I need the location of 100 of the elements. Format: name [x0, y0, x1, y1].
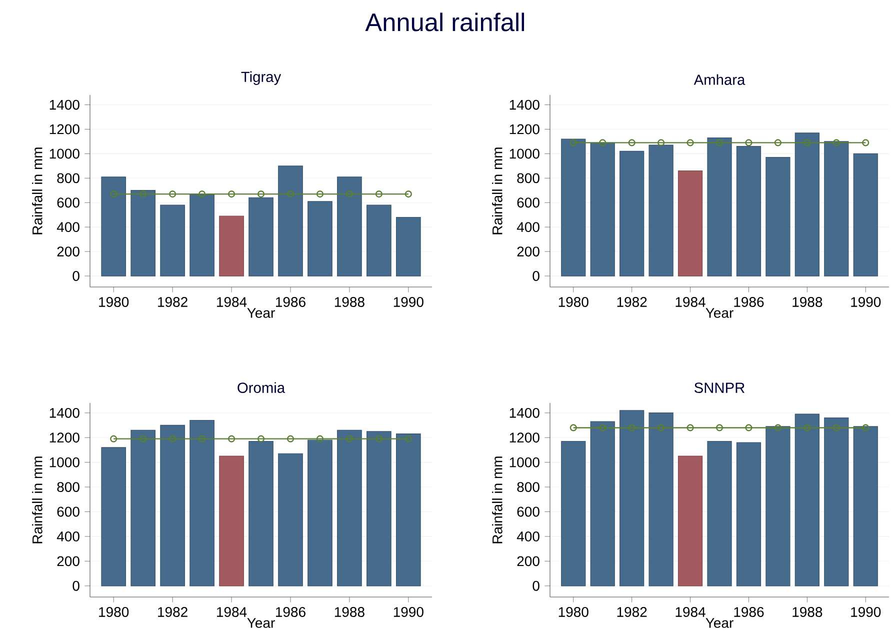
y-axis-title: Rainfall in mm [32, 456, 42, 544]
y-tick-label: 800 [57, 482, 80, 492]
y-tick-label: 600 [517, 506, 540, 517]
bar [337, 430, 362, 586]
x-axis-title: Year [247, 618, 275, 628]
bar [160, 204, 185, 276]
bar [160, 424, 185, 586]
y-tick-label: 800 [517, 173, 540, 184]
y-tick-label: 1000 [50, 457, 80, 468]
x-tick-label: 1980 [558, 297, 588, 307]
bar [278, 453, 303, 586]
bar [590, 421, 615, 586]
y-tick-label: 200 [57, 556, 80, 566]
bar [824, 141, 849, 276]
x-axis-title: Year [247, 308, 275, 318]
bar [766, 426, 790, 586]
x-tick-label: 1982 [617, 297, 647, 307]
bar [561, 440, 586, 586]
bar [678, 170, 703, 276]
bar [648, 144, 674, 276]
bar [396, 434, 421, 586]
x-tick-label: 1988 [792, 607, 822, 617]
x-tick-label: 1984 [217, 297, 247, 307]
x-tick-label: 1980 [99, 297, 129, 307]
bar [219, 216, 244, 276]
chart-title: Tigray [241, 71, 282, 85]
x-tick-label: 1990 [851, 297, 881, 307]
bar [561, 138, 586, 276]
y-tick-label: 400 [56, 222, 80, 232]
y-tick-label: 400 [516, 532, 540, 542]
y-tick-label: 400 [56, 532, 80, 542]
bar [648, 412, 674, 586]
x-axis-title: Year [706, 618, 734, 628]
bar [853, 153, 878, 276]
chart-title: Oromia [238, 382, 286, 393]
bar [190, 194, 214, 276]
bar [766, 157, 790, 276]
y-tick-label: 800 [57, 173, 80, 184]
bar [278, 166, 303, 276]
y-tick-label: 0 [532, 580, 540, 591]
y-tick-label: 400 [516, 222, 540, 232]
y-tick-label: 1000 [510, 148, 540, 159]
y-tick-label: 600 [57, 198, 80, 208]
y-tick-label: 600 [57, 506, 80, 517]
x-tick-label: 1984 [676, 297, 706, 307]
x-tick-label: 1982 [158, 607, 188, 617]
y-axis-title: Rainfall in mm [492, 456, 502, 544]
x-tick-label: 1984 [676, 607, 706, 617]
bar [101, 447, 126, 586]
x-tick-label: 1988 [334, 607, 364, 617]
x-tick-label: 1986 [276, 607, 306, 617]
bar [620, 410, 644, 586]
bar [308, 201, 332, 276]
bar [308, 440, 332, 586]
y-tick-label: 1200 [510, 432, 540, 443]
bar [366, 204, 392, 276]
x-tick-label: 1990 [851, 607, 881, 617]
y-tick-label: 200 [517, 246, 540, 256]
chart-title: SNNPR [694, 382, 744, 393]
bar [620, 150, 644, 276]
x-tick-label: 1984 [217, 607, 247, 617]
bar [130, 190, 156, 276]
y-tick-label: 1400 [50, 100, 80, 110]
x-tick-label: 1982 [617, 607, 647, 617]
bar [794, 414, 820, 586]
bar [678, 456, 703, 586]
bar [707, 440, 732, 586]
y-tick-label: 200 [517, 556, 540, 566]
bar [736, 146, 762, 276]
y-tick-label: 0 [72, 580, 80, 591]
x-tick-label: 1990 [394, 297, 424, 307]
x-tick-label: 1988 [792, 297, 822, 307]
y-tick-label: 600 [517, 198, 540, 208]
x-tick-label: 1982 [158, 297, 188, 307]
bar [707, 137, 732, 276]
x-tick-label: 1986 [734, 607, 764, 617]
x-tick-label: 1980 [99, 607, 129, 617]
x-tick-label: 1986 [734, 297, 764, 307]
y-tick-label: 0 [72, 271, 80, 281]
x-axis-title: Year [706, 308, 734, 318]
bar [219, 456, 244, 586]
bar [337, 176, 362, 276]
bar [794, 132, 820, 276]
bar [736, 442, 762, 586]
text: Annual rainfall [365, 12, 524, 32]
bar [590, 142, 615, 276]
y-axis-title: Rainfall in mm [492, 148, 502, 234]
y-tick-label: 1400 [510, 100, 540, 110]
bar [248, 197, 274, 276]
y-tick-label: 800 [517, 482, 540, 492]
y-tick-label: 1200 [50, 124, 80, 134]
bar [366, 431, 392, 586]
y-tick-label: 1200 [510, 124, 540, 134]
y-tick-label: 0 [532, 271, 540, 281]
bar [101, 176, 126, 276]
bar [248, 440, 274, 586]
bar [824, 417, 849, 586]
y-tick-label: 1000 [510, 457, 540, 468]
x-tick-label: 1986 [276, 297, 306, 307]
y-tick-label: 1400 [510, 408, 540, 418]
